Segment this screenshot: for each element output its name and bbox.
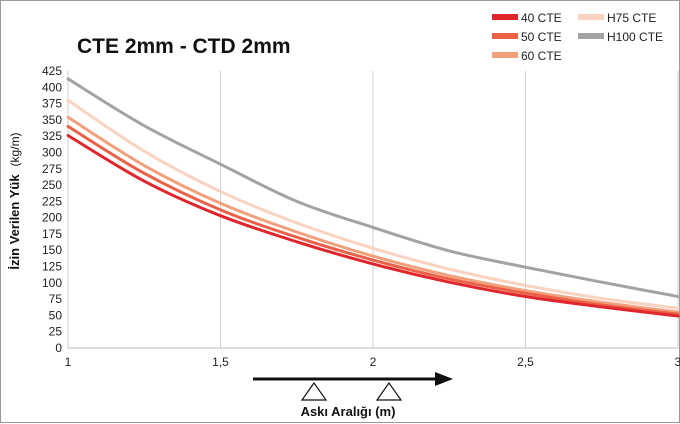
x-tick-label: 2 (370, 355, 377, 369)
x-arrow-head-icon (435, 372, 453, 386)
y-tick-label: 225 (42, 194, 62, 208)
y-tick-labels: 0 25 50 75 100 125 150 175 200 225 250 275 300 325 350… (42, 64, 62, 355)
y-tick-label: 50 (49, 308, 63, 322)
series-lines (66, 77, 680, 318)
y-tick-label: 250 (42, 178, 62, 192)
y-axis-label-text: İzin Verilen Yük (7, 174, 22, 270)
y-axis-unit: (kg/m) (8, 132, 22, 166)
x-tick-label: 3 (675, 355, 680, 369)
legend-swatch-60-cte (492, 52, 518, 58)
x-tick-label: 2,5 (517, 355, 534, 369)
y-tick-label: 425 (42, 64, 62, 78)
series-line-50-cte (66, 124, 680, 316)
y-tick-label: 375 (42, 97, 62, 111)
y-tick-label: 350 (42, 113, 62, 127)
y-tick-label: 200 (42, 211, 62, 225)
y-tick-label: 400 (42, 80, 62, 94)
series-line-40-cte (66, 134, 680, 318)
y-tick-label: 100 (42, 276, 62, 290)
legend-swatch-40-cte (492, 14, 518, 20)
legend-swatch-h75-cte (578, 14, 604, 20)
legend: 40 CTE 50 CTE 60 CTE H75 CTE H100 CTE (492, 11, 663, 63)
y-axis-label: İzin Verilen Yük (kg/m) (6, 132, 23, 269)
x-tick-labels: 1 1,5 2 2,5 3 (65, 355, 680, 369)
series-line-60-cte (66, 115, 680, 314)
legend-label-40-cte: 40 CTE (521, 11, 562, 25)
legend-label-60-cte: 60 CTE (521, 49, 562, 63)
triangle-marker-icon (375, 381, 403, 401)
x-axis-label: Askı Aralığı (m) (301, 404, 396, 419)
legend-label-h75-cte: H75 CTE (607, 11, 656, 25)
x-tick-label: 1,5 (212, 355, 229, 369)
y-tick-label: 175 (42, 227, 62, 241)
y-tick-label: 125 (42, 260, 62, 274)
y-tick-label: 300 (42, 145, 62, 159)
legend-label-50-cte: 50 CTE (521, 30, 562, 44)
series-line-h100-cte (66, 77, 680, 299)
y-tick-label: 25 (49, 325, 63, 339)
y-tick-label: 75 (49, 292, 63, 306)
legend-swatch-50-cte (492, 33, 518, 39)
y-tick-label: 275 (42, 162, 62, 176)
chart-title: CTE 2mm - CTD 2mm (77, 35, 291, 58)
x-tick-label: 1 (65, 355, 72, 369)
y-tick-label: 150 (42, 243, 62, 257)
legend-label-h100-cte: H100 CTE (607, 30, 663, 44)
triangle-marker-icon (300, 381, 328, 401)
y-tick-label: 0 (55, 341, 62, 355)
legend-swatch-h100-cte (578, 33, 604, 39)
y-tick-label: 325 (42, 129, 62, 143)
series-line-h75-cte (66, 98, 680, 310)
